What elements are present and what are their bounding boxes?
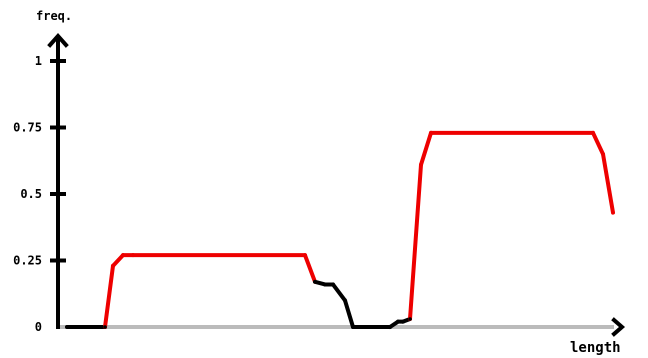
data-point xyxy=(351,325,355,329)
data-point xyxy=(601,152,605,156)
data-point xyxy=(361,325,365,329)
data-point xyxy=(396,319,400,324)
x-axis-arrow xyxy=(611,317,626,337)
data-point xyxy=(591,131,595,135)
data-point xyxy=(388,325,392,329)
series-segment xyxy=(331,282,347,303)
data-point xyxy=(323,282,327,287)
y-tick-label: 1 xyxy=(35,54,42,68)
data-point xyxy=(131,253,135,257)
y-tick-label: 0.25 xyxy=(13,254,42,268)
series-segment xyxy=(343,298,355,329)
data-point xyxy=(111,264,115,268)
data-point xyxy=(419,162,423,167)
data-point xyxy=(121,253,125,257)
data-point xyxy=(331,282,335,287)
series-segment xyxy=(103,263,115,329)
y-tick-label: 0.75 xyxy=(13,121,42,135)
data-point xyxy=(429,131,433,135)
data-point xyxy=(303,253,307,257)
y-tick-label: 0 xyxy=(35,320,42,334)
data-point xyxy=(401,319,405,324)
series-segment xyxy=(601,152,615,215)
data-point xyxy=(343,298,347,303)
data-point xyxy=(408,317,412,321)
series-segment xyxy=(303,253,317,284)
data-point xyxy=(611,210,615,215)
series-segment xyxy=(419,130,433,167)
data-point xyxy=(103,325,107,329)
series-segment xyxy=(591,130,605,157)
series-segment xyxy=(408,162,423,322)
data-point xyxy=(65,325,69,329)
series-segment xyxy=(111,253,125,268)
y-tick-label: 0.5 xyxy=(20,187,42,201)
plot-area: 0 0.25 0.5 0.75 1 xyxy=(13,32,626,337)
y-axis-label: freq. xyxy=(36,9,72,23)
data-point xyxy=(313,279,317,284)
y-axis-arrow xyxy=(47,32,69,48)
x-axis-label: length xyxy=(570,340,621,356)
